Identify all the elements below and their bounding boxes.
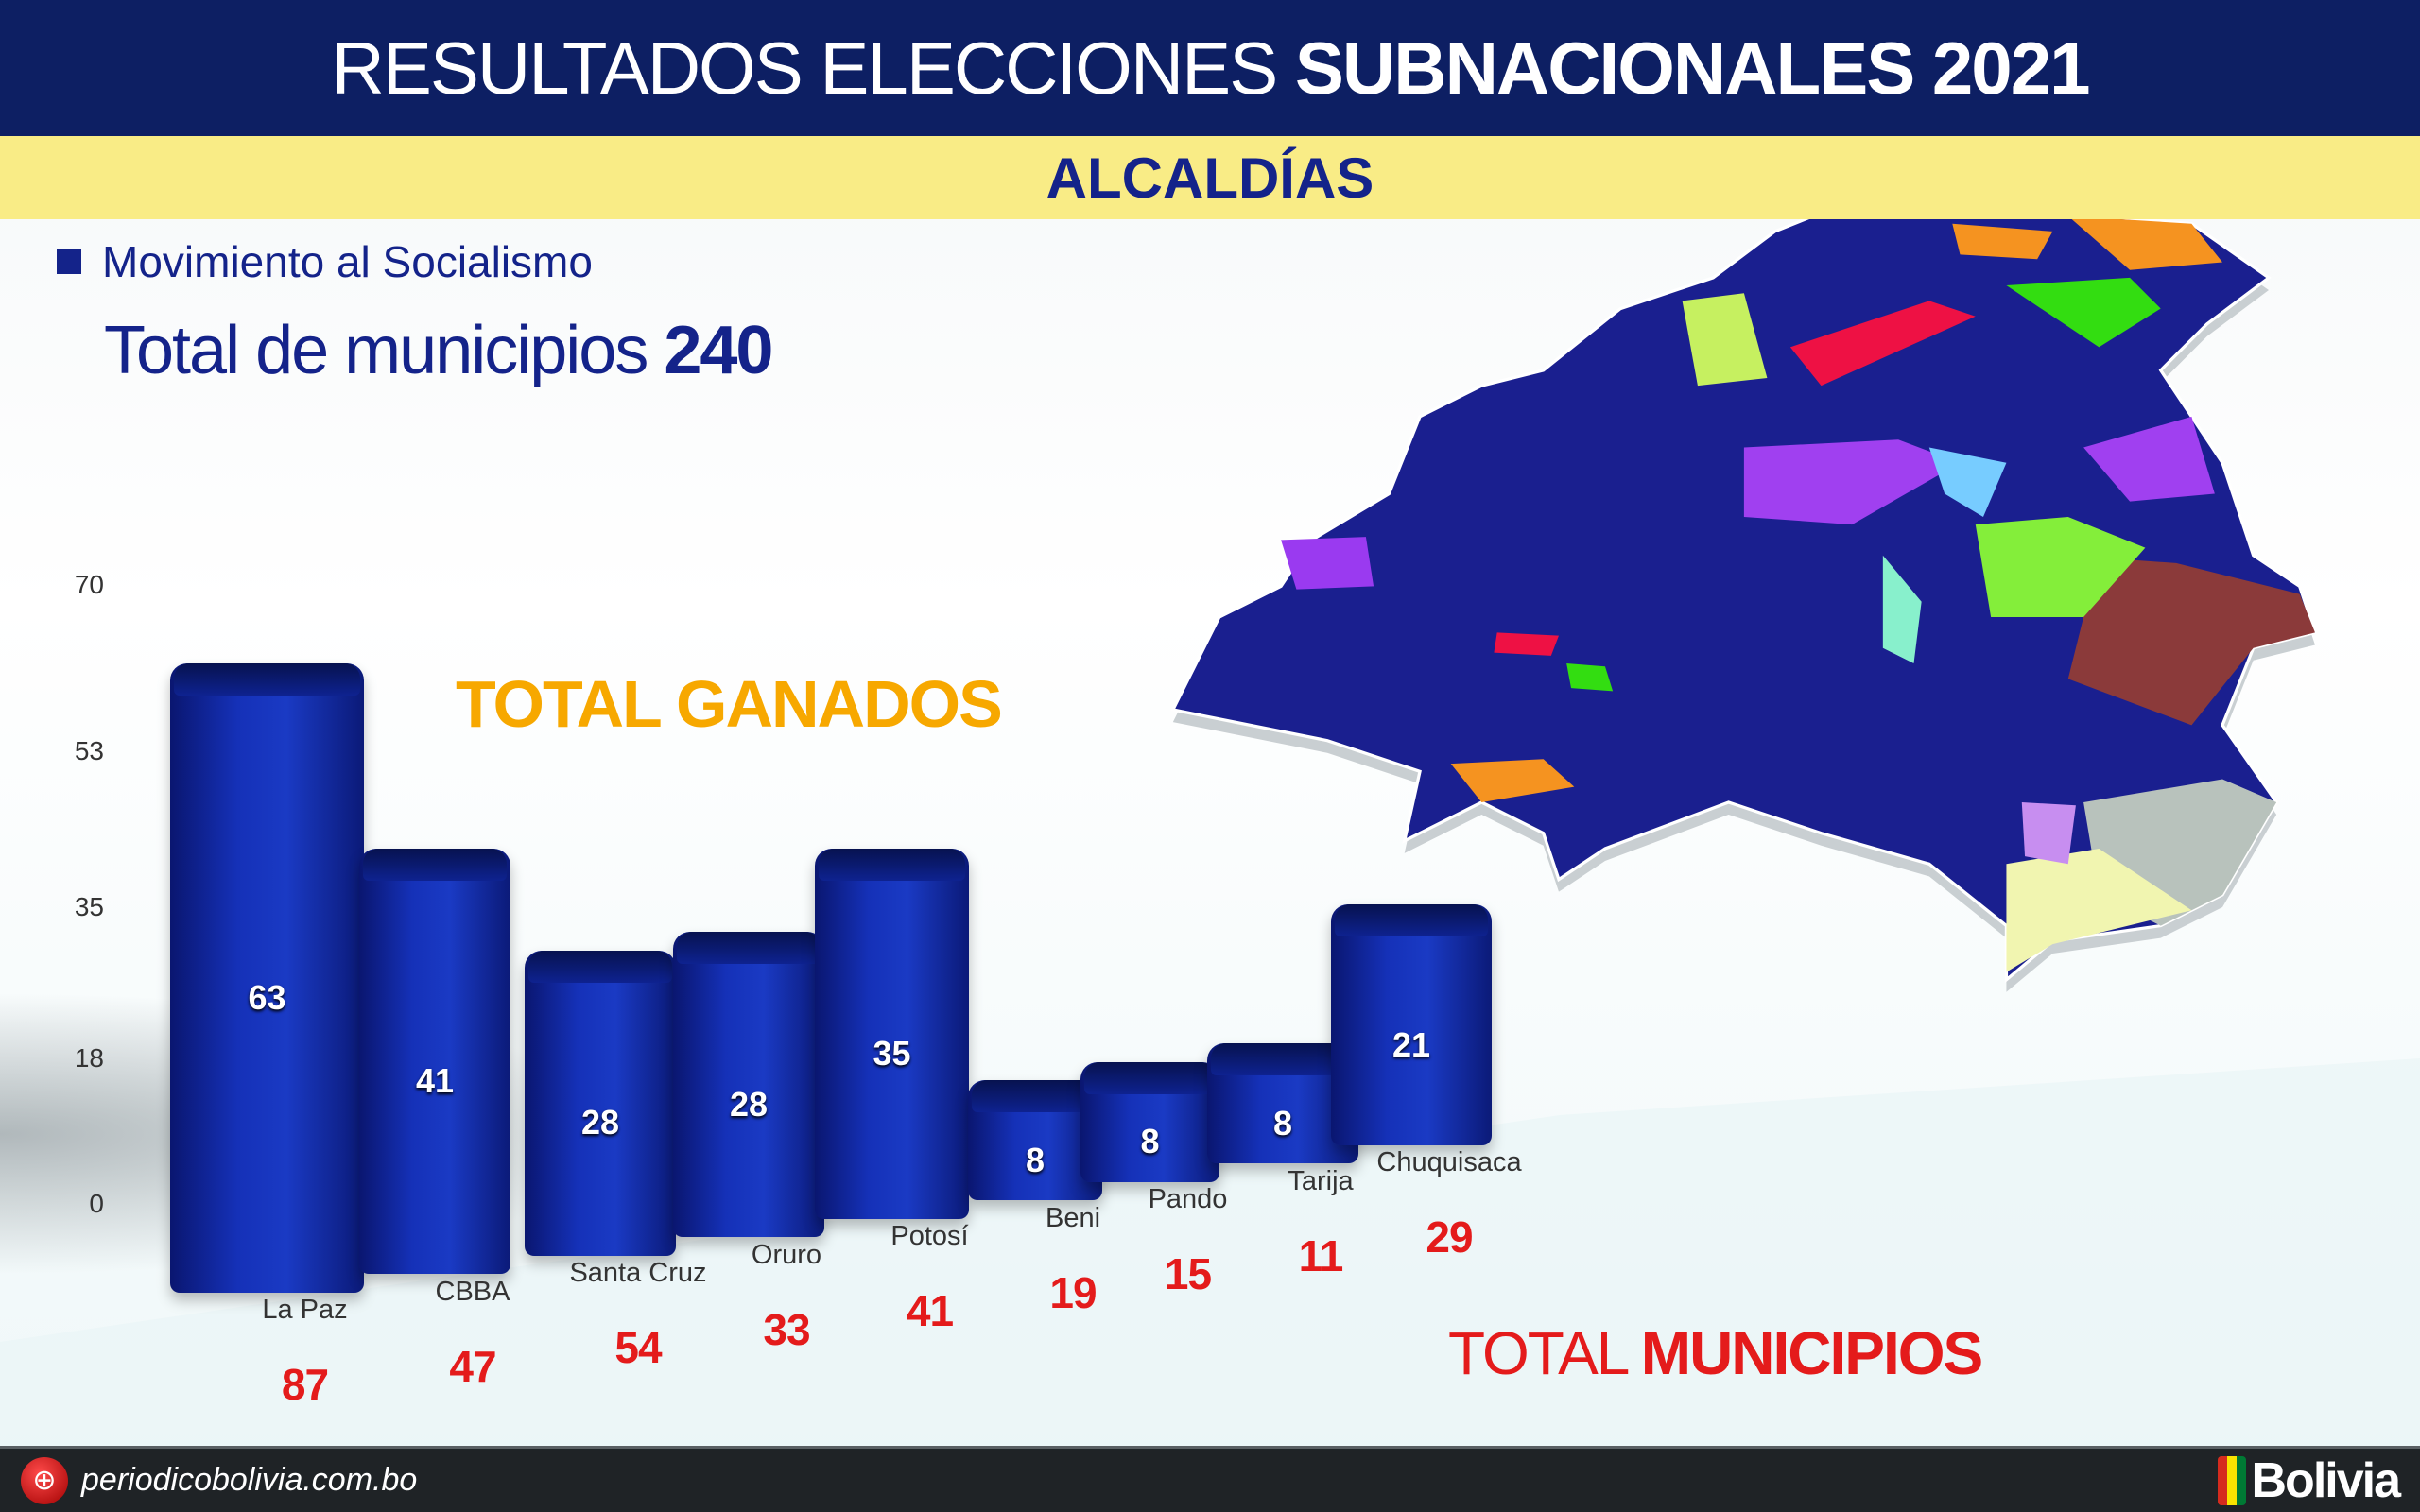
bar-chuquisaca: 21 xyxy=(1331,904,1492,1145)
total-municipios-value: 47 xyxy=(449,1341,496,1391)
total-municipios-value: 33 xyxy=(763,1304,810,1354)
bar-value-label: 28 xyxy=(729,1084,769,1124)
munis-light: TOTAL xyxy=(1448,1319,1641,1387)
category-label: Potosí xyxy=(890,1221,969,1251)
site-text: periodicobolivia.com.bo xyxy=(81,1462,418,1498)
title-light: RESULTADOS ELECCIONES xyxy=(331,26,1295,110)
bar-value-label: 28 xyxy=(580,1103,620,1143)
category-label: Oruro xyxy=(751,1239,822,1270)
total-municipios-value: 29 xyxy=(1426,1212,1473,1262)
logo-text: Bolivia xyxy=(2251,1452,2401,1508)
total-municipios: Total de municipios 240 xyxy=(104,312,773,389)
y-tick-label: 70 xyxy=(74,570,104,599)
bar-value-label: 8 xyxy=(1140,1122,1160,1161)
bar-value-label: 41 xyxy=(415,1061,455,1101)
total-municipios-value: 87 xyxy=(281,1360,329,1409)
total-value: 240 xyxy=(664,313,773,388)
legend-label: Movimiento al Socialismo xyxy=(102,237,593,286)
subheader: ALCALDÍAS xyxy=(1046,146,1374,210)
bar-value-label: 8 xyxy=(1025,1140,1046,1179)
bar-oruro: 28 xyxy=(673,932,824,1238)
bar-la-paz: 63 xyxy=(170,662,364,1293)
footer: ⊕ periodicobolivia.com.bo Bolivia xyxy=(0,1446,2420,1512)
bar-value-label: 21 xyxy=(1392,1024,1431,1064)
bar-pando: 8 xyxy=(1080,1061,1219,1182)
munis-bold: MUNICIPIOS xyxy=(1640,1319,1983,1387)
category-label: CBBA xyxy=(435,1276,510,1307)
globe-icon: ⊕ xyxy=(21,1456,68,1504)
y-tick-label: 53 xyxy=(74,736,104,765)
category-label: Chuquisaca xyxy=(1376,1147,1522,1177)
bolivia-logo: Bolivia xyxy=(2217,1452,2401,1509)
title-bold: SUBNACIONALES 2021 xyxy=(1294,26,2091,110)
total-ganados-label: TOTAL GANADOS xyxy=(456,667,1003,741)
bar-value-label: 35 xyxy=(873,1034,911,1073)
total-municipios-label: TOTAL MUNICIPIOS xyxy=(1448,1318,1983,1388)
category-label: Pando xyxy=(1148,1184,1228,1214)
bar-cbba: 41 xyxy=(359,848,510,1275)
header-banner: RESULTADOS ELECCIONES SUBNACIONALES 2021 xyxy=(0,0,2420,136)
total-label: Total de municipios xyxy=(104,313,665,388)
bar-beni: 8 xyxy=(968,1080,1102,1201)
y-tick-label: 35 xyxy=(74,892,104,921)
total-municipios-value: 19 xyxy=(1049,1267,1097,1317)
legend: Movimiento al Socialismo xyxy=(57,236,593,287)
category-label: Beni xyxy=(1045,1202,1101,1233)
total-municipios-value: 41 xyxy=(906,1286,954,1335)
total-municipios-value: 11 xyxy=(1298,1230,1344,1280)
flag-icon xyxy=(2217,1455,2246,1505)
bar-potosí: 35 xyxy=(815,849,969,1219)
total-municipios-value: 15 xyxy=(1164,1249,1212,1298)
category-label: La Paz xyxy=(262,1295,348,1325)
bar-santa-cruz: 28 xyxy=(525,950,676,1256)
y-tick-label: 18 xyxy=(74,1043,104,1073)
legend-swatch xyxy=(57,249,81,274)
bar-value-label: 63 xyxy=(248,977,286,1017)
category-label: Tarija xyxy=(1288,1165,1354,1196)
subheader-band: ALCALDÍAS xyxy=(0,136,2420,219)
y-tick-label: 0 xyxy=(89,1189,104,1218)
site-link[interactable]: ⊕ periodicobolivia.com.bo xyxy=(21,1456,418,1504)
page-title: RESULTADOS ELECCIONES SUBNACIONALES 2021 xyxy=(332,31,2091,105)
total-municipios-value: 54 xyxy=(614,1323,662,1372)
bar-value-label: 8 xyxy=(1272,1103,1293,1143)
category-label: Santa Cruz xyxy=(569,1258,707,1288)
